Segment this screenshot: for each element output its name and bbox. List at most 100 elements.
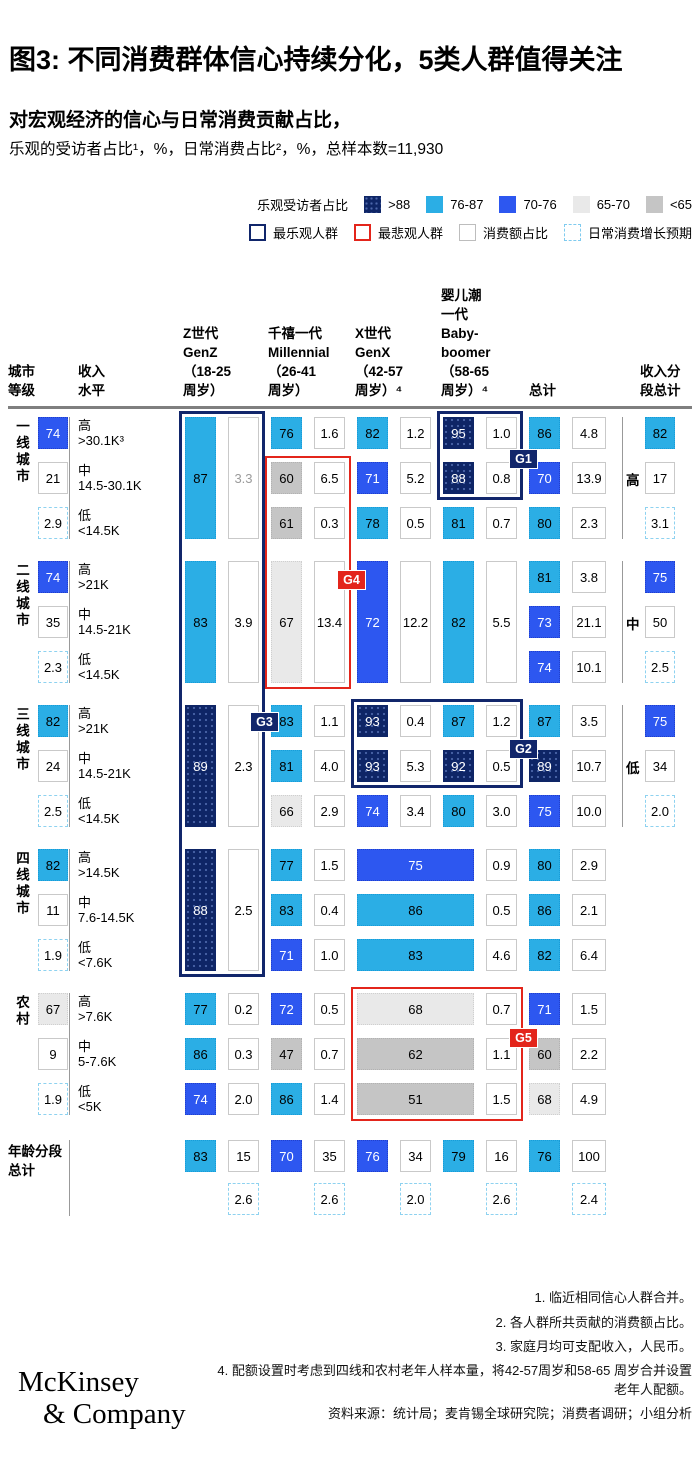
city-growth-cell: 1.9 — [38, 1083, 68, 1115]
total-confidence-cell: 86 — [529, 417, 560, 449]
boomer-total-spend-cell: 16 — [486, 1140, 517, 1172]
tier-label: 四线城市 — [14, 851, 29, 917]
total-confidence-cell: 82 — [529, 939, 560, 971]
header-city-tier: 城市 等级 — [8, 364, 35, 398]
boomer-spend-cell: 3.0 — [486, 795, 517, 827]
swatch-lightgray — [572, 196, 590, 213]
grand-total-spend-cell: 100 — [572, 1140, 606, 1172]
income-label: 高 >21K — [78, 561, 109, 593]
badge-g4: G4 — [337, 570, 366, 590]
legend-item: >88 — [364, 196, 410, 213]
mill-confidence-cell: 61 — [271, 507, 302, 539]
age-total-label: 年龄分段 总计 — [8, 1144, 62, 1178]
segment-share-cell: 34 — [645, 750, 675, 782]
mill-confidence-cell: 66 — [271, 795, 302, 827]
genx-boomer-merged-confidence-cell: 62 — [357, 1038, 474, 1070]
city-confidence-cell: 74 — [38, 417, 68, 449]
income-label: 中 14.5-21K — [78, 750, 131, 782]
tier-label: 二线城市 — [14, 563, 29, 629]
tier-label: 一线城市 — [14, 419, 29, 485]
mill-spend-cell: 1.1 — [314, 705, 345, 737]
divider — [622, 705, 623, 827]
total-spend-cell: 10.0 — [572, 795, 606, 827]
header-genz: Z世代 GenZ （18-25 周岁） — [183, 326, 232, 398]
genz-total-confidence-cell: 83 — [185, 1140, 216, 1172]
swatch-dashed-outline — [563, 224, 581, 241]
mill-spend-cell: 1.0 — [314, 939, 345, 971]
logo-line-2: & Company — [43, 1398, 186, 1430]
mill-spend-cell: 1.6 — [314, 417, 345, 449]
genx-boomer-spend-cell: 1.5 — [486, 1083, 517, 1115]
mill-spend-cell: 0.5 — [314, 993, 345, 1025]
genx-growth-cell: 2.0 — [400, 1183, 431, 1215]
mill-spend-cell: 6.5 — [314, 462, 345, 494]
total-growth-cell: 2.4 — [572, 1183, 606, 1215]
income-label: 中 14.5-30.1K — [78, 462, 142, 494]
city-growth-cell: 1.9 — [38, 939, 68, 971]
legend-item: 最悲观人群 — [353, 223, 443, 242]
genz-confidence-cell: 77 — [185, 993, 216, 1025]
chart-subtitle-units: 乐观的受访者占比¹，%，日常消费占比²，%，总样本数=11,930 — [9, 141, 444, 158]
genx-boomer-merged-confidence-cell: 75 — [357, 849, 474, 881]
total-spend-cell: 10.7 — [572, 750, 606, 782]
legend-item: 日常消费增长预期 — [563, 223, 692, 242]
genx-boomer-spend-cell: 4.6 — [486, 939, 517, 971]
genz-confidence-cell: 88 — [185, 849, 216, 971]
income-label: 高 >21K — [78, 705, 109, 737]
genx-confidence-cell: 78 — [357, 507, 388, 539]
legend-outline-styles: 最乐观人群 最悲观人群 消费额占比 日常消费增长预期 — [248, 223, 692, 242]
source-line: 资料来源：统计局；麦肯锡全球研究院；消费者调研；小组分析 — [327, 1406, 692, 1421]
divider — [69, 705, 70, 827]
footnote-2: 2. 各人群所共贡献的消费额占比。 — [495, 1315, 692, 1330]
tier-label: 农村 — [14, 995, 29, 1028]
boomer-growth-cell: 2.6 — [486, 1183, 517, 1215]
header-income-level: 收入 水平 — [78, 364, 105, 398]
total-confidence-cell: 71 — [529, 993, 560, 1025]
mill-confidence-cell: 60 — [271, 462, 302, 494]
genx-confidence-cell: 82 — [357, 417, 388, 449]
total-spend-cell: 4.8 — [572, 417, 606, 449]
legend-range: <65 — [669, 197, 692, 212]
header-boomer: 婴儿潮 一代 Baby- boomer （58-65 周岁）⁴ — [441, 288, 491, 398]
total-spend-cell: 3.8 — [572, 561, 606, 593]
legend-label: 最悲观人群 — [377, 226, 443, 241]
income-label: 低 <14.5K — [78, 507, 120, 539]
total-confidence-cell: 81 — [529, 561, 560, 593]
total-spend-cell: 6.4 — [572, 939, 606, 971]
legend-label: 最乐观人群 — [272, 226, 338, 241]
genx-spend-cell: 5.2 — [400, 462, 431, 494]
divider — [622, 417, 623, 539]
legend-item: 76-87 — [426, 196, 483, 213]
mill-confidence-cell: 72 — [271, 993, 302, 1025]
city-growth-cell: 2.5 — [38, 795, 68, 827]
mckinsey-logo: McKinsey & Company — [18, 1366, 186, 1430]
mill-confidence-cell: 77 — [271, 849, 302, 881]
mill-confidence-cell: 81 — [271, 750, 302, 782]
total-spend-cell: 2.2 — [572, 1038, 606, 1070]
city-share-cell: 35 — [38, 606, 68, 638]
total-confidence-cell: 68 — [529, 1083, 560, 1115]
page-title: 图3: 不同消费群体信心持续分化，5类人群值得关注 — [9, 45, 623, 75]
genz-confidence-cell: 83 — [185, 561, 216, 683]
mill-spend-cell: 0.3 — [314, 507, 345, 539]
genx-total-confidence-cell: 76 — [357, 1140, 388, 1172]
legend-label: 消费额占比 — [482, 226, 548, 241]
genz-confidence-cell: 86 — [185, 1038, 216, 1070]
swatch-navy — [364, 196, 382, 213]
divider — [69, 993, 70, 1115]
total-confidence-cell: 89 — [529, 750, 560, 782]
swatch-gray-outline — [458, 224, 476, 241]
total-spend-cell: 21.1 — [572, 606, 606, 638]
header-income-segment-total: 收入分 段总计 — [640, 364, 681, 398]
header-millennial: 千禧一代 Millennial （26-41 周岁） — [268, 326, 330, 398]
divider — [622, 561, 623, 683]
income-label: 低 <14.5K — [78, 651, 120, 683]
swatch-blue — [499, 196, 517, 213]
column-headers: 城市 等级 收入 水平 Z世代 GenZ （18-25 周岁） 千禧一代 Mil… — [0, 268, 700, 402]
genz-spend-cell: 2.0 — [228, 1083, 259, 1115]
total-confidence-cell: 80 — [529, 507, 560, 539]
mill-spend-cell: 13.4 — [314, 561, 345, 683]
swatch-cyan — [426, 196, 444, 213]
income-label: 中 14.5-21K — [78, 606, 131, 638]
